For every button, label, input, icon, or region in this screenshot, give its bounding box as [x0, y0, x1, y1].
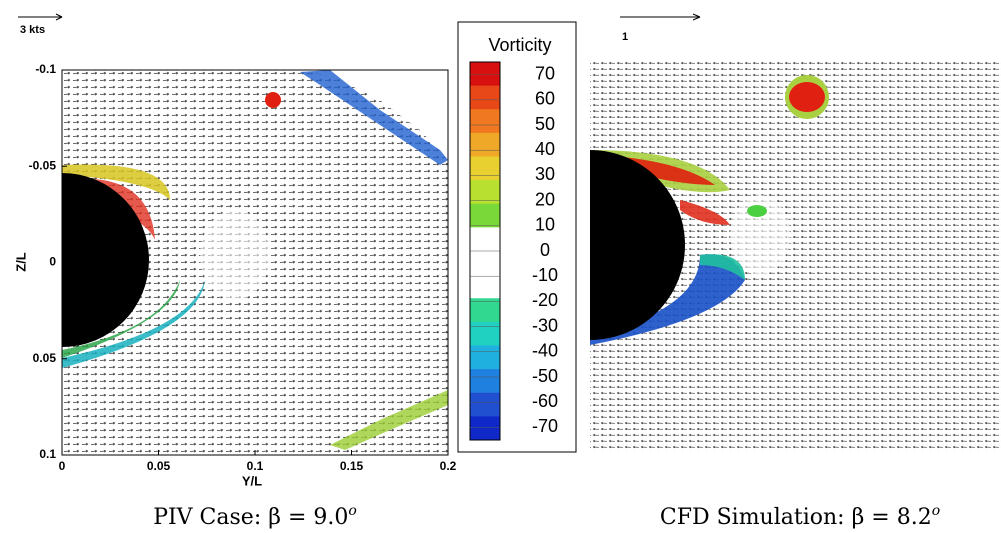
colorbar-segment: [470, 369, 500, 394]
scale-arrow-head: [692, 13, 701, 21]
colorbar-segment: [470, 109, 500, 134]
colorbar-label: -10: [532, 265, 558, 285]
colorbar-segment: [470, 416, 500, 441]
colorbar-label: 30: [535, 164, 555, 184]
scale-label: 1: [622, 31, 628, 43]
colorbar-label: -60: [532, 391, 558, 411]
vortex-band: [300, 70, 448, 165]
colorbar-segment: [470, 392, 500, 417]
colorbar-segment: [470, 180, 500, 205]
colorbar-label: 40: [535, 139, 555, 159]
colorbar-label: -40: [532, 341, 558, 361]
colorbar-segment: [470, 274, 500, 299]
caption: PIV Case: β = 9.0o: [153, 503, 357, 530]
y-tick-label: 0.05: [33, 351, 57, 365]
scale-arrow-head: [55, 13, 63, 21]
colorbar-label: 70: [535, 63, 555, 83]
vortex-band: [62, 280, 205, 368]
vortex-band: [680, 200, 730, 225]
colorbar-segment: [470, 227, 500, 252]
stagnation-region: [200, 210, 270, 300]
colorbar-segment: [470, 321, 500, 346]
colorbar-label: 60: [535, 89, 555, 109]
colorbar-label: -30: [532, 315, 558, 335]
colorbar-segment: [470, 156, 500, 181]
colorbar-label: 10: [535, 215, 555, 235]
vortex-band: [62, 280, 180, 358]
y-tick-label: -0.05: [29, 158, 57, 172]
colorbar-segment: [470, 203, 500, 228]
colorbar-label: -50: [532, 366, 558, 386]
x-tick-label: 0.15: [340, 459, 364, 473]
vortex-core: [747, 205, 767, 217]
caption: CFD Simulation: β = 8.2o: [660, 503, 940, 530]
colorbar-segment: [470, 251, 500, 276]
hull-section: [62, 173, 149, 347]
colorbar-title: Vorticity: [488, 35, 551, 55]
colorbar-label: 50: [535, 114, 555, 134]
y-tick-label: 0: [49, 255, 56, 269]
colorbar-segment: [470, 85, 500, 110]
colorbar-label: 0: [540, 240, 550, 260]
vortex-core: [789, 82, 825, 112]
colorbar-segment: [470, 62, 500, 87]
colorbar-segment: [470, 132, 500, 157]
colorbar-label: -20: [532, 290, 558, 310]
stagnation-region: [730, 195, 790, 275]
colorbar-segment: [470, 298, 500, 323]
vortex-core: [265, 92, 281, 108]
x-tick-label: 0: [59, 459, 66, 473]
x-tick-label: 0.05: [147, 459, 171, 473]
hull-section: [590, 150, 685, 340]
x-axis-label: Y/L: [242, 473, 262, 488]
vortex-band: [330, 390, 448, 450]
vortex-band: [590, 254, 745, 345]
scale-label: 3 kts: [20, 24, 45, 36]
y-axis-label: Z/L: [13, 252, 28, 272]
colorbar-label: -70: [532, 416, 558, 436]
vortex-band: [62, 164, 170, 200]
vortex-band: [700, 254, 745, 280]
x-tick-label: 0.1: [247, 459, 264, 473]
y-tick-label: 0.1: [39, 447, 56, 461]
colorbar-segment: [470, 345, 500, 370]
x-tick-label: 0.2: [440, 459, 457, 473]
y-tick-label: -0.1: [35, 62, 56, 76]
colorbar-label: 20: [535, 189, 555, 209]
